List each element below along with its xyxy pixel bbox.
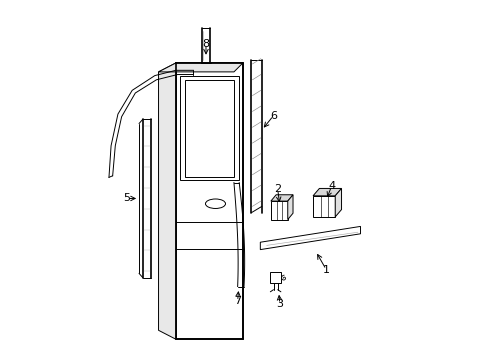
Text: 5: 5: [123, 193, 130, 203]
Polygon shape: [334, 188, 341, 217]
Text: 8: 8: [202, 39, 209, 49]
Polygon shape: [158, 63, 176, 339]
Bar: [312, 196, 334, 217]
Text: 1: 1: [322, 265, 329, 275]
Text: 3: 3: [276, 299, 283, 309]
Bar: [270, 272, 280, 283]
Text: 4: 4: [327, 181, 334, 191]
Polygon shape: [287, 195, 292, 220]
Polygon shape: [312, 188, 341, 196]
Polygon shape: [260, 226, 360, 249]
Text: 7: 7: [234, 296, 241, 306]
Text: 6: 6: [269, 111, 276, 121]
Polygon shape: [270, 195, 292, 201]
Bar: [270, 201, 287, 220]
Polygon shape: [176, 63, 243, 339]
Text: 2: 2: [274, 184, 281, 194]
Polygon shape: [158, 63, 243, 72]
